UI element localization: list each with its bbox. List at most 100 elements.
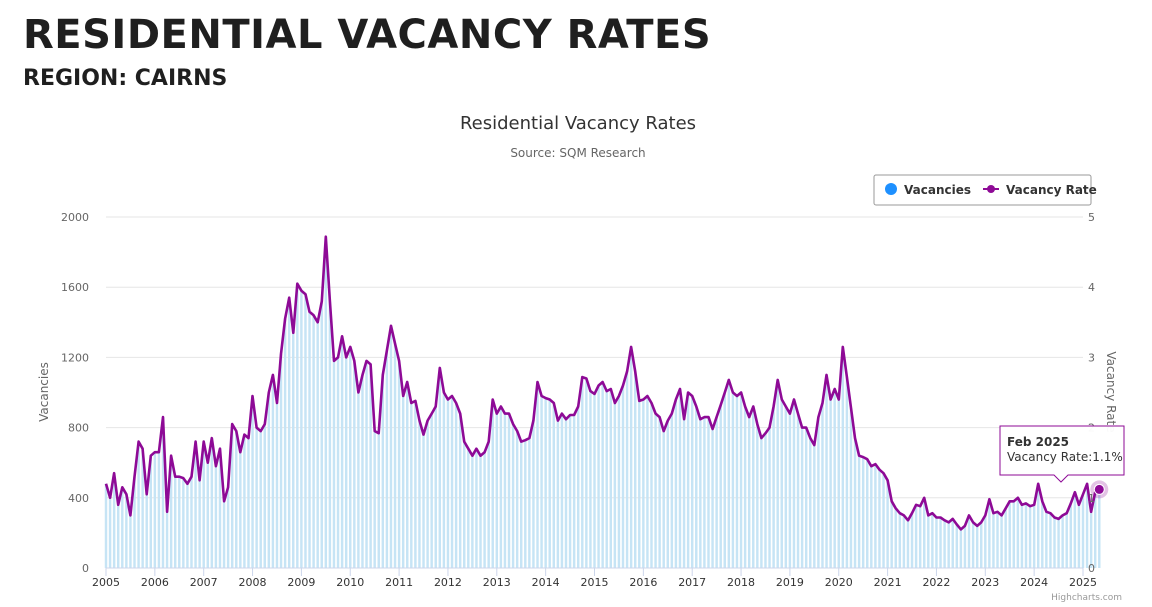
- vacancies-bar: [857, 455, 861, 568]
- vacancies-bar: [381, 374, 385, 568]
- vacancies-bar: [165, 511, 169, 568]
- vacancies-bar: [695, 406, 698, 568]
- vacancies-bar: [780, 399, 783, 568]
- x-axis: 2005 2006 2007 2008 2009 2010 2011 2012 2013 2014…: [92, 567, 1097, 589]
- vacancies-bar: [735, 396, 739, 568]
- vacancies-bar: [214, 466, 218, 568]
- x-tick-label: 2011: [385, 576, 413, 589]
- legend-vacancies-dot[interactable]: [885, 183, 897, 195]
- vacancies-bar: [226, 487, 230, 568]
- vacancies-bar: [853, 438, 857, 568]
- vacancies-bar: [678, 388, 682, 568]
- page-title: RESIDENTIAL VACANCY RATES: [23, 12, 712, 58]
- vacancies-bar: [198, 480, 201, 568]
- vacancies-bar: [1016, 497, 1020, 568]
- tooltip-point[interactable]: [1093, 483, 1105, 495]
- vacancies-bar: [609, 388, 613, 568]
- vacancies-bar: [336, 357, 340, 568]
- vacancies-bar: [426, 420, 429, 568]
- x-tick-label: 2013: [483, 576, 511, 589]
- x-tick-label: 2012: [434, 576, 462, 589]
- y-left-tick-label: 0: [82, 562, 89, 575]
- vacancies-bar: [153, 452, 157, 568]
- vacancies-bar: [992, 513, 995, 568]
- vacancies-bar: [878, 469, 881, 568]
- vacancies-bar: [1045, 511, 1048, 568]
- vacancies-bar: [206, 462, 209, 568]
- vacancies-bar: [918, 506, 922, 568]
- x-tick-label: 2019: [776, 576, 804, 589]
- vacancies-bar: [699, 419, 702, 568]
- vacancy-rate-line[interactable]: [104, 235, 1101, 531]
- vacancies-bar: [646, 396, 649, 568]
- vacancies-bar: [804, 427, 808, 568]
- vacancies-bar: [686, 392, 690, 568]
- vacancies-bar: [975, 525, 979, 568]
- legend-rate-label[interactable]: Vacancy Rate: [1006, 183, 1097, 197]
- vacancies-bar: [682, 419, 686, 568]
- vacancies-bar: [1004, 508, 1007, 568]
- vacancies-bar: [886, 480, 889, 568]
- vacancies-bar: [988, 499, 991, 568]
- vacancies-bar: [906, 520, 910, 568]
- vacancies-bar: [536, 381, 539, 568]
- vacancies-bar: [397, 360, 401, 568]
- vacancies-bar: [585, 378, 588, 568]
- x-tick-label: 2023: [971, 576, 999, 589]
- x-tick-label: 2024: [1020, 576, 1048, 589]
- x-tick-label: 2007: [190, 576, 218, 589]
- vacancies-bar: [939, 517, 942, 568]
- vacancies-bar: [560, 413, 564, 568]
- vacancies-bar: [837, 399, 840, 568]
- vacancies-bar: [487, 441, 490, 568]
- y-right-tick-label: 4: [1088, 281, 1095, 294]
- tooltip-value-text: Vacancy Rate:1.1%: [1007, 450, 1123, 464]
- vacancies-bar: [752, 406, 755, 568]
- vacancies-bar: [104, 483, 108, 568]
- vacancies-bar: [923, 497, 926, 568]
- vacancies-bar: [605, 391, 608, 568]
- vacancies-bar: [344, 357, 348, 568]
- vacancies-bar: [365, 360, 368, 568]
- vacancies-bar: [866, 459, 869, 568]
- legend-rate-dot[interactable]: [987, 185, 995, 193]
- vacancies-bar: [625, 371, 629, 568]
- y-left-tick-label: 2000: [61, 211, 89, 224]
- vacancies-bar: [255, 427, 258, 568]
- vacancies-bar: [1008, 501, 1011, 568]
- credits[interactable]: Highcharts.com: [1051, 593, 1122, 603]
- vacancies-bar: [263, 424, 266, 568]
- y-axis-left: 0 400 800 1200 1600 2000: [61, 211, 89, 575]
- vacancies-bar: [1000, 515, 1003, 568]
- vacancies-bar: [723, 392, 726, 568]
- vacancies-bar: [833, 388, 836, 568]
- vacancies-bar: [1049, 513, 1052, 568]
- vacancies-bar: [385, 350, 389, 568]
- x-tick-label: 2018: [727, 576, 755, 589]
- vacancies-bar: [157, 452, 161, 568]
- vacancies-bar: [422, 434, 425, 568]
- vacancies-bar: [996, 511, 999, 568]
- vacancies-bar: [719, 405, 722, 568]
- vacancies-bar: [235, 431, 238, 568]
- vacancies-bar: [556, 420, 560, 568]
- vacancies-bar: [532, 420, 535, 568]
- chart-title: Residential Vacancy Rates: [460, 113, 696, 134]
- vacancies-bar: [267, 392, 271, 568]
- legend-vacancies-label[interactable]: Vacancies: [904, 183, 971, 197]
- vacancies-bar: [707, 417, 710, 568]
- vacancies-bar: [1036, 483, 1040, 568]
- vacancies-bar: [1012, 501, 1016, 568]
- vacancies-bar: [1065, 513, 1068, 568]
- vacancies-bar: [283, 318, 287, 568]
- vacancies-bar: [499, 406, 503, 568]
- vacancies-bar: [642, 399, 645, 568]
- page-subtitle: REGION: CAIRNS: [23, 66, 228, 91]
- vacancies-bar: [340, 336, 344, 568]
- vacancies-bar: [882, 473, 885, 568]
- vacancies-bar: [1024, 503, 1028, 568]
- vacancies-bar: [296, 283, 299, 568]
- vacancies-bar: [874, 464, 877, 568]
- vacancies-bar: [483, 452, 486, 568]
